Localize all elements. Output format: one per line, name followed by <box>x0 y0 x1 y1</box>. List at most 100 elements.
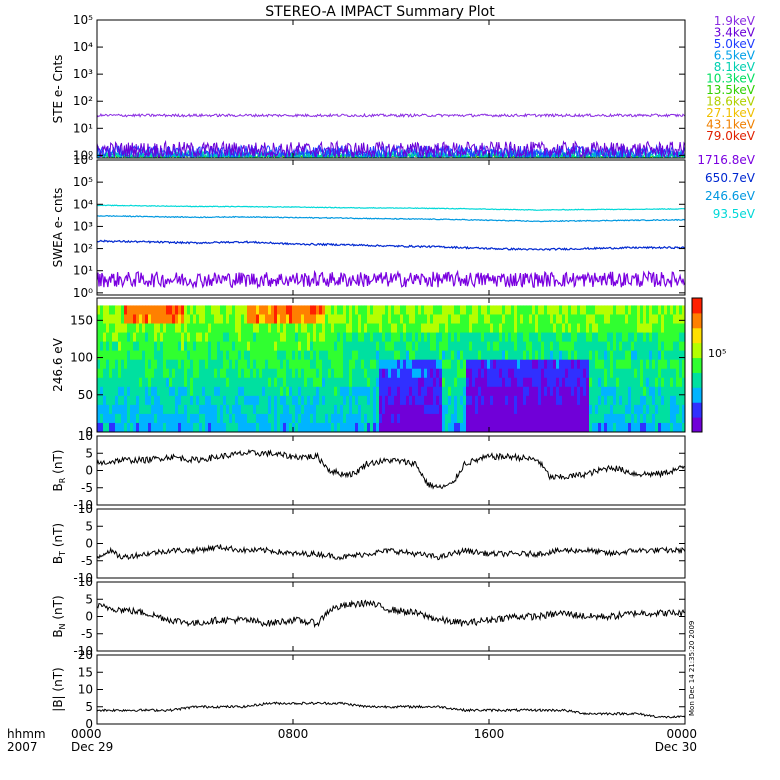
heatmap-cell <box>391 377 395 388</box>
heatmap-cell <box>238 332 242 343</box>
heatmap-cell <box>298 413 302 424</box>
heatmap-cell <box>679 359 683 370</box>
heatmap-cell <box>358 305 362 316</box>
heatmap-cell <box>673 359 677 370</box>
heatmap-cell <box>223 332 227 343</box>
heatmap-cell <box>469 314 473 325</box>
heatmap-cell <box>631 395 635 406</box>
heatmap-cell <box>592 404 596 415</box>
heatmap-cell <box>445 404 449 415</box>
heatmap-cell <box>592 323 596 334</box>
heatmap-cell <box>424 341 428 352</box>
heatmap-cell <box>97 314 101 325</box>
heatmap-cell <box>130 350 134 361</box>
heatmap-cell <box>316 413 320 424</box>
heatmap-cell <box>229 413 233 424</box>
heatmap-cell <box>160 359 164 370</box>
heatmap-cell <box>190 368 194 379</box>
heatmap-cell <box>643 305 647 316</box>
heatmap-cell <box>244 386 248 397</box>
heatmap-cell <box>202 314 206 325</box>
heatmap-cell <box>181 386 185 397</box>
heatmap-cell <box>412 332 416 343</box>
y-tick-label: 5 <box>85 446 93 460</box>
heatmap-cell <box>148 314 152 325</box>
y-tick-label: -5 <box>81 481 93 495</box>
heatmap-cell <box>550 341 554 352</box>
heatmap-cell <box>589 413 593 424</box>
heatmap-cell <box>520 422 524 432</box>
heatmap-cell <box>652 341 656 352</box>
heatmap-cell <box>226 395 230 406</box>
heatmap-cell <box>211 314 215 325</box>
heatmap-cell <box>130 377 134 388</box>
heatmap-cell <box>217 368 221 379</box>
heatmap-cell <box>622 314 626 325</box>
heatmap-cell <box>472 368 476 379</box>
heatmap-cell <box>448 386 452 397</box>
heatmap-cell <box>127 395 131 406</box>
heatmap-cell <box>526 404 530 415</box>
heatmap-cell <box>139 395 143 406</box>
heatmap-cell <box>316 377 320 388</box>
heatmap-cell <box>238 413 242 424</box>
heatmap-cell <box>502 395 506 406</box>
heatmap-cell <box>469 332 473 343</box>
heatmap-cell <box>418 386 422 397</box>
heatmap-cell <box>235 323 239 334</box>
heatmap-cell <box>244 404 248 415</box>
heatmap-cell <box>289 314 293 325</box>
heatmap-cell <box>304 377 308 388</box>
heatmap-cell <box>274 332 278 343</box>
heatmap-cell <box>394 314 398 325</box>
heatmap-cell <box>454 386 458 397</box>
heatmap-cell <box>184 368 188 379</box>
heatmap-cell <box>601 404 605 415</box>
heatmap-cell <box>154 422 158 432</box>
heatmap-cell <box>544 422 548 432</box>
heatmap-cell <box>313 332 317 343</box>
heatmap-cell <box>670 341 674 352</box>
heatmap-cell <box>184 359 188 370</box>
heatmap-cell <box>151 305 155 316</box>
series-line <box>96 544 686 561</box>
heatmap-cell <box>400 422 404 432</box>
heatmap-cell <box>172 413 176 424</box>
heatmap-cell <box>442 368 446 379</box>
heatmap-cell <box>415 413 419 424</box>
heatmap-cell <box>511 305 515 316</box>
heatmap-cell <box>355 341 359 352</box>
heatmap-cell <box>199 386 203 397</box>
heatmap-cell <box>115 413 119 424</box>
heatmap-cell <box>637 413 641 424</box>
heatmap-cell <box>352 341 356 352</box>
heatmap-cell <box>364 314 368 325</box>
y-axis-label: 246.6 eV <box>51 337 65 392</box>
heatmap-cell <box>340 404 344 415</box>
heatmap-cell <box>601 341 605 352</box>
heatmap-cell <box>613 305 617 316</box>
heatmap-cell <box>337 422 341 432</box>
heatmap-cell <box>412 314 416 325</box>
heatmap-cell <box>547 377 551 388</box>
heatmap-cell <box>421 359 425 370</box>
heatmap-cell <box>460 377 464 388</box>
heatmap-cell <box>418 332 422 343</box>
heatmap-cell <box>385 341 389 352</box>
heatmap-cell <box>109 422 113 432</box>
heatmap-cell <box>439 422 443 432</box>
heatmap-cell <box>112 395 116 406</box>
heatmap-cell <box>427 377 431 388</box>
heatmap-cell <box>469 350 473 361</box>
heatmap-cell <box>586 395 590 406</box>
heatmap-cell <box>211 413 215 424</box>
heatmap-cell <box>661 359 665 370</box>
heatmap-cell <box>592 377 596 388</box>
heatmap-cell <box>301 413 305 424</box>
heatmap-cell <box>511 395 515 406</box>
heatmap-cell <box>121 368 125 379</box>
heatmap-cell <box>655 377 659 388</box>
heatmap-cell <box>673 314 677 325</box>
colorbar-segment <box>692 357 702 373</box>
heatmap-cell <box>355 404 359 415</box>
